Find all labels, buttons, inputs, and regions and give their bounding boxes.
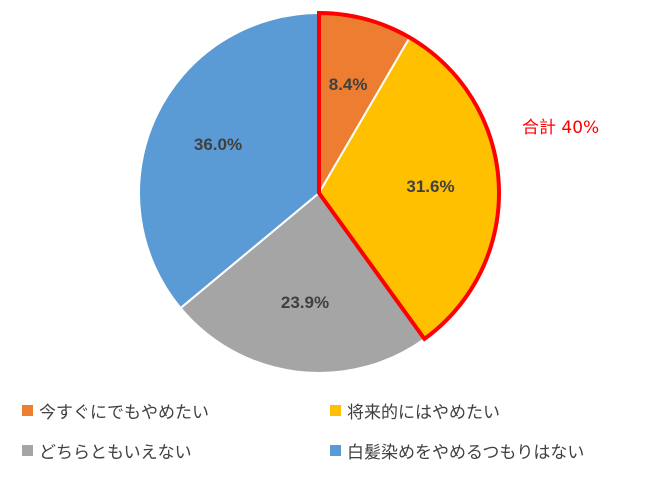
legend-item-2: どちらともいえない — [22, 438, 192, 463]
legend-swatch-2 — [22, 445, 33, 456]
legend-label-2: どちらともいえない — [39, 443, 192, 463]
highlight-outline — [317, 10, 501, 342]
slice-label-1: 31.6% — [406, 177, 454, 196]
slice-label-3: 36.0% — [194, 135, 242, 154]
slice-label-2: 23.9% — [281, 293, 329, 312]
legend-item-1: 将来的にはやめたい — [330, 398, 500, 423]
legend-label-1: 将来的にはやめたい — [347, 403, 500, 423]
legend-item-3: 白髪染めをやめるつもりはない — [330, 438, 584, 463]
pie-slices — [138, 11, 500, 374]
total-annotation: 合計 40% — [522, 118, 599, 138]
slice-label-0: 8.4% — [329, 75, 368, 94]
legend-swatch-1 — [330, 405, 341, 416]
pie-slice-2 — [179, 191, 426, 374]
legend-label-0: 今すぐにでもやめたい — [39, 403, 209, 423]
pie-slice-3 — [138, 11, 320, 310]
slice-labels: 8.4% 31.6% 23.9% 36.0% — [194, 75, 455, 312]
legend-swatch-0 — [22, 405, 33, 416]
legend-item-0: 今すぐにでもやめたい — [22, 398, 209, 423]
legend-label-3: 白髪染めをやめるつもりはない — [347, 443, 585, 463]
legend-swatch-3 — [330, 445, 341, 456]
